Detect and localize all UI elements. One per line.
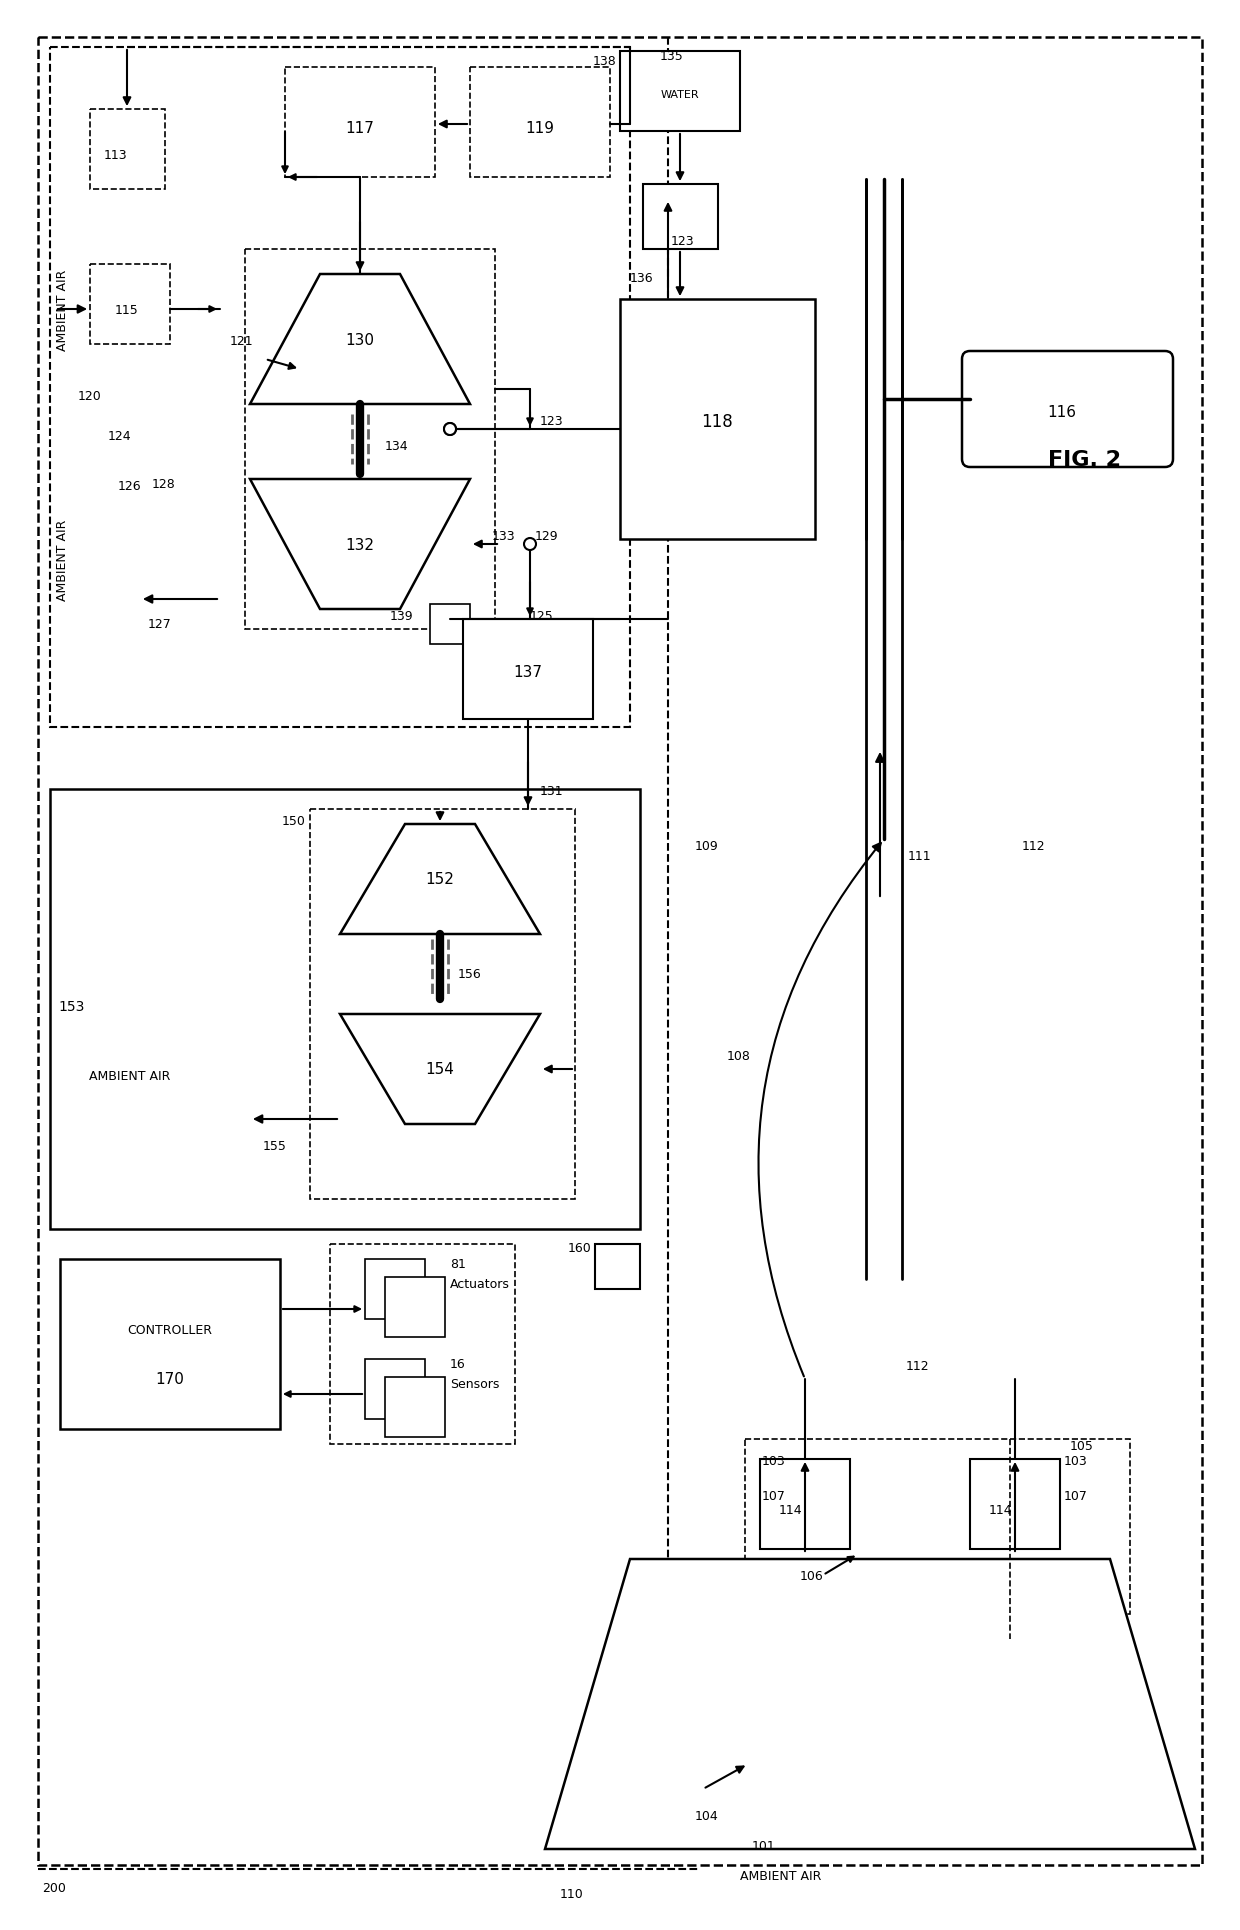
Bar (365, 1359, 425, 1419)
Text: WATER: WATER (661, 91, 699, 100)
Bar (60, 1260, 280, 1430)
Bar (91, 110, 165, 189)
Bar (760, 1459, 849, 1550)
Text: 126: 126 (118, 481, 141, 492)
Text: 108: 108 (727, 1050, 751, 1062)
Text: 128: 128 (153, 479, 176, 490)
Text: 127: 127 (148, 618, 172, 631)
Bar (384, 1378, 445, 1438)
Text: 153: 153 (58, 1000, 84, 1013)
Text: 130: 130 (346, 332, 374, 347)
Text: 133: 133 (492, 529, 516, 542)
Text: 114: 114 (988, 1503, 1012, 1515)
Text: 123: 123 (539, 415, 564, 428)
Bar (50, 789, 640, 1229)
Bar (470, 68, 610, 178)
Bar (745, 1440, 1130, 1613)
Bar (620, 52, 740, 131)
Bar (50, 48, 630, 728)
Text: 106: 106 (800, 1569, 823, 1583)
Text: 104: 104 (694, 1808, 719, 1822)
Text: 131: 131 (539, 786, 564, 797)
Bar (644, 185, 718, 249)
Bar (310, 809, 575, 1199)
Text: 137: 137 (513, 664, 543, 679)
Text: 119: 119 (526, 120, 554, 135)
Text: 101: 101 (751, 1839, 776, 1853)
Text: Sensors: Sensors (450, 1378, 500, 1390)
Text: 200: 200 (42, 1882, 66, 1893)
Text: CONTROLLER: CONTROLLER (128, 1322, 212, 1336)
Text: 155: 155 (263, 1139, 286, 1152)
Text: 129: 129 (534, 529, 559, 542)
Text: 136: 136 (630, 272, 653, 286)
Circle shape (525, 538, 536, 550)
Text: 117: 117 (346, 120, 374, 135)
Bar (285, 68, 435, 178)
Bar (365, 1260, 425, 1320)
Text: 105: 105 (1070, 1440, 1094, 1451)
Text: 132: 132 (346, 537, 374, 552)
Text: Actuators: Actuators (450, 1278, 510, 1291)
Text: 116: 116 (1048, 403, 1076, 419)
Circle shape (444, 425, 456, 436)
Polygon shape (250, 274, 470, 405)
Bar (430, 604, 470, 645)
Text: 134: 134 (384, 440, 409, 454)
Text: 112: 112 (906, 1359, 930, 1372)
Polygon shape (340, 1015, 539, 1125)
Text: 107: 107 (763, 1490, 786, 1502)
Text: 16: 16 (450, 1357, 466, 1370)
Text: 114: 114 (779, 1503, 802, 1515)
Text: 123: 123 (671, 235, 694, 247)
Bar (463, 620, 593, 720)
Circle shape (444, 425, 456, 436)
Text: AMBIENT AIR: AMBIENT AIR (740, 1868, 821, 1882)
FancyBboxPatch shape (962, 351, 1173, 467)
Polygon shape (546, 1559, 1195, 1849)
Text: 107: 107 (1064, 1490, 1087, 1502)
Text: 118: 118 (701, 413, 733, 430)
Bar (330, 1245, 515, 1444)
Text: 170: 170 (155, 1372, 185, 1388)
Bar (384, 1278, 445, 1337)
Text: 112: 112 (1022, 840, 1045, 853)
Bar (91, 264, 170, 345)
Text: 110: 110 (560, 1888, 584, 1899)
Text: 160: 160 (568, 1241, 591, 1254)
Text: 115: 115 (115, 303, 139, 317)
Text: 152: 152 (425, 872, 454, 888)
Text: 138: 138 (593, 54, 616, 68)
Text: 135: 135 (660, 50, 683, 64)
Text: 81: 81 (450, 1256, 466, 1270)
Text: AMBIENT AIR: AMBIENT AIR (56, 270, 68, 351)
Text: 121: 121 (229, 334, 254, 347)
Text: 156: 156 (458, 967, 482, 980)
Text: 150: 150 (281, 814, 306, 828)
Text: 139: 139 (391, 610, 414, 623)
Bar (620, 299, 815, 540)
Text: 113: 113 (103, 149, 126, 162)
Text: 125: 125 (529, 610, 554, 623)
Text: 111: 111 (908, 849, 931, 863)
Text: AMBIENT AIR: AMBIENT AIR (56, 519, 68, 600)
Text: 120: 120 (78, 390, 102, 403)
Text: 154: 154 (425, 1062, 454, 1077)
Text: 124: 124 (108, 430, 131, 442)
Polygon shape (340, 824, 539, 934)
Text: FIG. 2: FIG. 2 (1049, 450, 1121, 469)
Text: 103: 103 (763, 1453, 786, 1467)
Text: 103: 103 (1064, 1453, 1087, 1467)
Text: AMBIENT AIR: AMBIENT AIR (89, 1069, 171, 1083)
Text: 109: 109 (694, 840, 719, 853)
Polygon shape (250, 481, 470, 610)
Bar (595, 1245, 640, 1289)
Bar (246, 249, 495, 629)
Bar (970, 1459, 1060, 1550)
